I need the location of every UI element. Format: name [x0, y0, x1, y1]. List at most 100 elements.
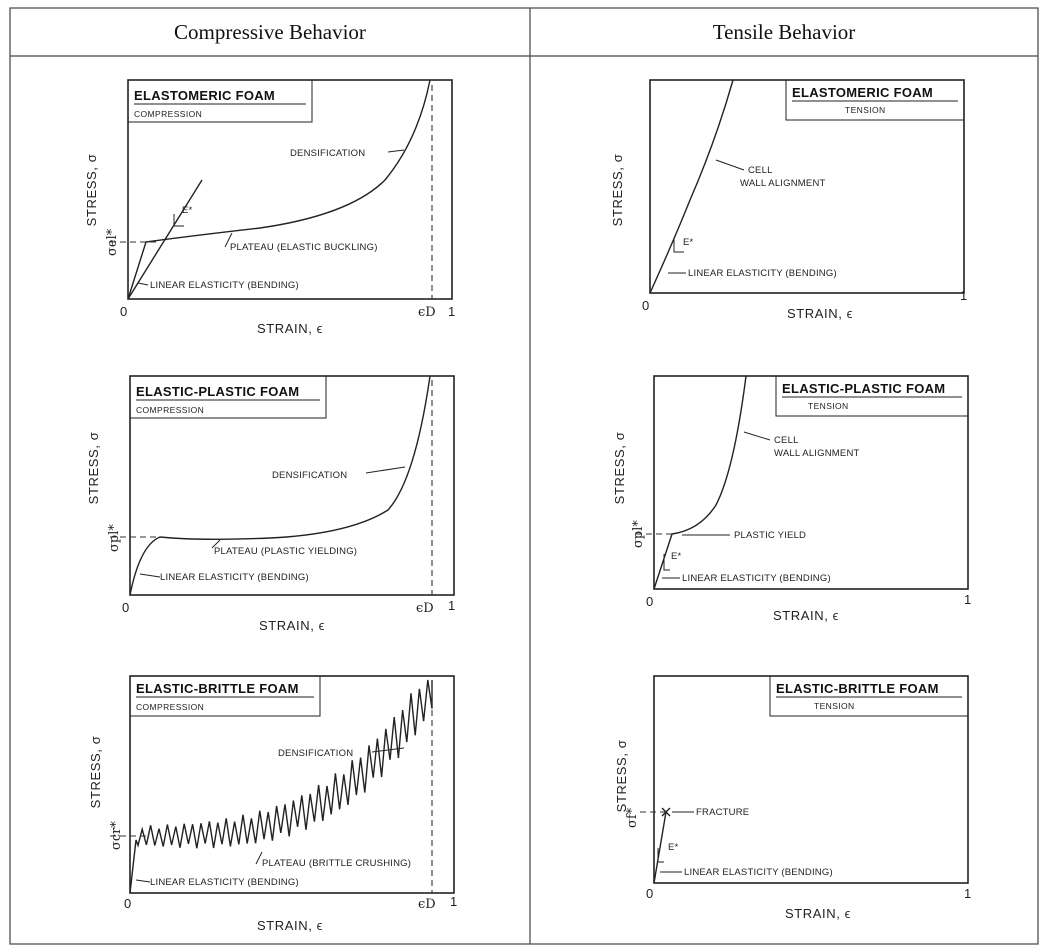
title-box: [127, 79, 313, 123]
title-box: [775, 375, 969, 417]
alignment-arrow: [743, 431, 771, 441]
alignment-label-1: CELL: [748, 165, 773, 176]
stress-strain-curve: [653, 375, 747, 590]
title-box: [129, 375, 327, 419]
linear-label: LINEAR ELASTICITY (BENDING): [150, 280, 299, 291]
stress-axis-label: STRESS, σ: [612, 432, 627, 505]
one-label: 1: [960, 288, 967, 303]
sigma-label: σf*: [625, 807, 640, 828]
panel-elastomeric-tension: ELASTOMERIC FOAM TENSION E* CELL WALL AL…: [610, 79, 967, 321]
panel-brittle-compression: ELASTIC-BRITTLE FOAM COMPRESSION DENSIFI…: [88, 675, 457, 933]
plateau-arrow: [224, 232, 233, 248]
strain-axis-label: STRAIN, ϵ: [785, 906, 851, 921]
stress-strain-curve: [127, 79, 431, 300]
modulus-label: E*: [683, 237, 694, 248]
sigma-label: σpl*: [631, 520, 646, 548]
modulus-triangle: [173, 214, 184, 227]
one-label: 1: [964, 886, 971, 901]
panel-subtitle: COMPRESSION: [136, 702, 204, 712]
panel-title: ELASTIC-PLASTIC FOAM: [136, 384, 299, 399]
plateau-label: PLATEAU (PLASTIC YIELDING): [214, 546, 357, 557]
densification-label: DENSIFICATION: [290, 148, 365, 159]
linear-label: LINEAR ELASTICITY (BENDING): [160, 572, 309, 583]
linear-arrow: [135, 879, 151, 883]
panel-title: ELASTOMERIC FOAM: [792, 85, 933, 100]
stress-strain-curve: [649, 79, 734, 294]
strain-axis-label: STRAIN, ϵ: [787, 306, 853, 321]
panel-title: ELASTIC-BRITTLE FOAM: [776, 681, 939, 696]
strain-axis-label: STRAIN, ϵ: [257, 918, 323, 933]
panel-title: ELASTIC-PLASTIC FOAM: [782, 381, 945, 396]
linear-arrow: [139, 573, 161, 578]
alignment-label-1: CELL: [774, 435, 799, 446]
plateau-label: PLATEAU (BRITTLE CRUSHING): [262, 858, 411, 869]
table-border: [9, 7, 1039, 945]
fracture-label: FRACTURE: [696, 807, 749, 818]
origin-label: 0: [120, 304, 127, 319]
one-label: 1: [450, 894, 457, 909]
panel-subtitle: TENSION: [814, 701, 855, 711]
modulus-triangle: [657, 848, 664, 863]
stress-strain-curve: [129, 375, 431, 596]
one-label: 1: [448, 598, 455, 613]
sigma-label: σcr*: [109, 821, 124, 850]
header-tensile: Tensile Behavior: [713, 20, 856, 44]
densification-label: DENSIFICATION: [278, 748, 353, 759]
panel-elastomeric-compression: ELASTOMERIC FOAM COMPRESSION E* DENSIFIC…: [84, 79, 455, 336]
title-box: [785, 79, 965, 121]
origin-label: 0: [642, 298, 649, 313]
modulus-line: [127, 179, 203, 300]
modulus-triangle: [673, 238, 684, 253]
panel-plastic-tension: ELASTIC-PLASTIC FOAM TENSION E* CELL WAL…: [612, 375, 971, 623]
densification-arrow: [365, 466, 406, 474]
header-compressive: Compressive Behavior: [174, 20, 366, 44]
one-label: 1: [448, 304, 455, 319]
eps-d-label: ϵD: [418, 305, 436, 320]
stress-axis-label: STRESS, σ: [88, 736, 103, 809]
linear-label: LINEAR ELASTICITY (BENDING): [684, 867, 833, 878]
linear-label: LINEAR ELASTICITY (BENDING): [150, 877, 299, 888]
origin-label: 0: [646, 886, 653, 901]
yield-label: PLASTIC YIELD: [734, 530, 806, 541]
eps-d-label: ϵD: [416, 601, 434, 616]
one-label: 1: [964, 592, 971, 607]
plateau-arrow: [255, 851, 263, 865]
modulus-label: E*: [182, 205, 193, 216]
linear-arrow: [137, 282, 149, 286]
modulus-triangle: [663, 554, 670, 571]
plot-frame: [653, 675, 969, 884]
linear-label: LINEAR ELASTICITY (BENDING): [682, 573, 831, 584]
strain-axis-label: STRAIN, ϵ: [773, 608, 839, 623]
origin-label: 0: [124, 896, 131, 911]
linear-label: LINEAR ELASTICITY (BENDING): [688, 268, 837, 279]
panel-title: ELASTIC-BRITTLE FOAM: [136, 681, 299, 696]
stress-axis-label: STRESS, σ: [614, 740, 629, 813]
panel-subtitle: TENSION: [808, 401, 849, 411]
strain-axis-label: STRAIN, ϵ: [259, 618, 325, 633]
panel-subtitle: TENSION: [845, 105, 886, 115]
alignment-label-2: WALL ALIGNMENT: [740, 178, 826, 189]
panel-subtitle: COMPRESSION: [136, 405, 204, 415]
modulus-label: E*: [668, 842, 679, 853]
stress-axis-label: STRESS, σ: [610, 154, 625, 227]
panel-plastic-compression: ELASTIC-PLASTIC FOAM COMPRESSION DENSIFI…: [86, 375, 455, 633]
panel-subtitle: COMPRESSION: [134, 109, 202, 119]
panel-title: ELASTOMERIC FOAM: [134, 88, 275, 103]
plateau-arrow: [211, 539, 221, 549]
sigma-label: σpl*: [107, 524, 122, 552]
alignment-label-2: WALL ALIGNMENT: [774, 448, 860, 459]
stress-strain-curve: [129, 679, 433, 894]
panel-brittle-tension: ELASTIC-BRITTLE FOAM TENSION E* FRACTURE…: [614, 675, 971, 921]
title-box: [769, 675, 969, 717]
strain-axis-label: STRAIN, ϵ: [257, 321, 323, 336]
stress-axis-label: STRESS, σ: [86, 432, 101, 505]
densification-arrow: [387, 149, 405, 153]
stress-axis-label: STRESS, σ: [84, 154, 99, 227]
title-box: [129, 675, 321, 717]
origin-label: 0: [646, 594, 653, 609]
densification-label: DENSIFICATION: [272, 470, 347, 481]
alignment-arrow: [715, 159, 745, 171]
modulus-label: E*: [671, 551, 682, 562]
eps-d-label: ϵD: [418, 897, 436, 912]
